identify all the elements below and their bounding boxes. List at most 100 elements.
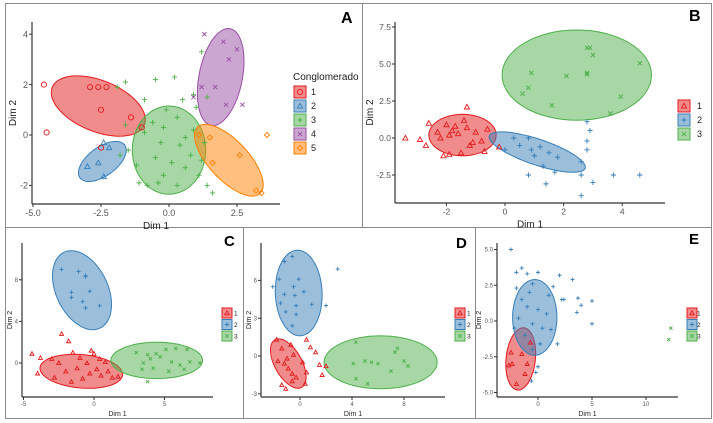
- data-point-cluster-3: [182, 165, 188, 171]
- data-point-cluster-2: [100, 173, 108, 180]
- data-point-cluster-3: [171, 74, 178, 80]
- data-point-cluster-1: [463, 103, 471, 110]
- data-point-cluster-1: [96, 355, 103, 361]
- x-tick-label: 2.5: [231, 208, 244, 218]
- data-point-cluster-2: [277, 277, 282, 282]
- data-point-cluster-1: [445, 150, 453, 157]
- legend-label-1: 1: [311, 87, 316, 97]
- x-tick-label: 0: [503, 207, 508, 217]
- panel-label-b: B: [689, 8, 701, 25]
- data-point-cluster-4: [199, 84, 205, 90]
- legend-label-2: 2: [234, 322, 238, 329]
- data-point-cluster-2: [590, 179, 596, 185]
- data-point-cluster-3: [197, 361, 202, 365]
- data-point-cluster-2: [538, 341, 543, 346]
- data-point-cluster-1: [279, 382, 285, 388]
- legend-d: 1 2 3: [454, 307, 471, 342]
- data-point-cluster-1: [299, 359, 306, 365]
- data-point-cluster-1: [443, 121, 450, 128]
- data-point-cluster-1: [74, 365, 80, 371]
- legend-symbol-2: [224, 322, 230, 327]
- data-point-cluster-1: [84, 360, 90, 366]
- x-tick-label: 2: [561, 207, 566, 217]
- x-axis-title: Dim 1: [517, 220, 544, 231]
- data-point-cluster-1: [508, 349, 514, 355]
- data-point-cluster-3: [668, 326, 673, 331]
- data-point-cluster-1: [319, 371, 325, 377]
- cluster-ellipse-3: [110, 341, 204, 380]
- data-point-cluster-1: [469, 138, 477, 145]
- data-point-cluster-2: [282, 292, 287, 297]
- chart-e: 0 5 10 -5.0 -2.5 0.0 2.5 5.0 Dim 1 Dim 2 1 2 3: [476, 243, 701, 418]
- y-tick-label: 4: [23, 29, 28, 39]
- data-point-cluster-1: [63, 368, 69, 374]
- data-point-cluster-2: [514, 286, 519, 291]
- panel-label-d: D: [456, 235, 467, 252]
- data-point-cluster-1: [98, 372, 104, 378]
- data-point-cluster-3: [188, 152, 194, 158]
- data-point-cluster-2: [528, 147, 534, 153]
- cluster-ellipse-3: [501, 29, 653, 121]
- data-point-cluster-2: [543, 181, 549, 187]
- data-point-cluster-1: [519, 350, 525, 356]
- data-point-cluster-2: [511, 135, 517, 141]
- legend-symbol-1: [680, 102, 688, 109]
- cluster-ellipse-1: [39, 353, 124, 389]
- data-point-cluster-2: [94, 159, 102, 166]
- data-point-cluster-3: [204, 182, 210, 188]
- y-tick-label: -2: [20, 181, 28, 191]
- data-point-cluster-2: [509, 247, 513, 252]
- data-point-cluster-3: [163, 107, 169, 113]
- y-axis-title: Dim 2: [7, 311, 14, 329]
- data-point-cluster-1: [451, 122, 459, 129]
- data-point-cluster-1: [290, 351, 297, 357]
- data-point-cluster-3: [145, 352, 150, 357]
- data-point-cluster-3: [618, 94, 624, 99]
- x-axis-title: Dim 1: [143, 221, 170, 232]
- data-point-cluster-1: [77, 354, 83, 360]
- data-point-cluster-1: [481, 147, 488, 154]
- data-point-cluster-3: [174, 114, 180, 120]
- data-point-cluster-3: [158, 354, 163, 359]
- data-point-cluster-2: [292, 293, 297, 298]
- x-tick-label: 5: [590, 402, 594, 408]
- data-point-cluster-3: [141, 129, 148, 136]
- legend-symbol-3: [297, 117, 303, 123]
- data-point-cluster-3: [180, 97, 186, 103]
- legend-symbol-3: [681, 131, 687, 137]
- legend-label-4: 4: [311, 129, 316, 139]
- data-point-cluster-3: [125, 147, 131, 153]
- legend-symbol-2: [296, 102, 304, 109]
- data-point-cluster-1: [95, 84, 102, 91]
- data-point-cluster-4: [240, 102, 245, 108]
- data-point-cluster-4: [201, 31, 207, 37]
- data-point-cluster-2: [610, 172, 617, 178]
- data-point-cluster-1: [289, 370, 295, 376]
- data-point-cluster-2: [527, 290, 532, 295]
- legend-label-3: 3: [234, 334, 238, 341]
- panel-label-c: C: [224, 233, 235, 250]
- data-point-cluster-4: [212, 84, 218, 90]
- x-tick-label: -5: [21, 402, 27, 408]
- data-point-cluster-3: [526, 85, 531, 91]
- legend-label-2: 2: [697, 115, 702, 125]
- data-point-cluster-3: [148, 356, 153, 361]
- data-point-cluster-3: [353, 340, 358, 345]
- data-point-cluster-2: [578, 193, 584, 199]
- y-tick-label: 0: [254, 354, 258, 360]
- cluster-ellipse-2: [488, 131, 586, 173]
- data-point-cluster-2: [546, 293, 551, 298]
- data-point-cluster-1: [434, 128, 441, 135]
- data-point-cluster-3: [117, 152, 123, 158]
- cluster-ellipse-3: [323, 335, 438, 390]
- legend-title: Conglomerado: [293, 72, 359, 83]
- legend-label-3: 3: [697, 334, 701, 341]
- legend-symbol-5: [296, 144, 304, 152]
- data-point-cluster-1: [448, 127, 456, 134]
- data-point-cluster-1: [87, 370, 93, 376]
- data-point-cluster-2: [529, 379, 534, 384]
- data-point-cluster-1: [127, 114, 134, 121]
- data-point-cluster-2: [540, 326, 545, 331]
- data-point-cluster-3: [395, 346, 400, 351]
- panel-label-a: A: [341, 10, 353, 27]
